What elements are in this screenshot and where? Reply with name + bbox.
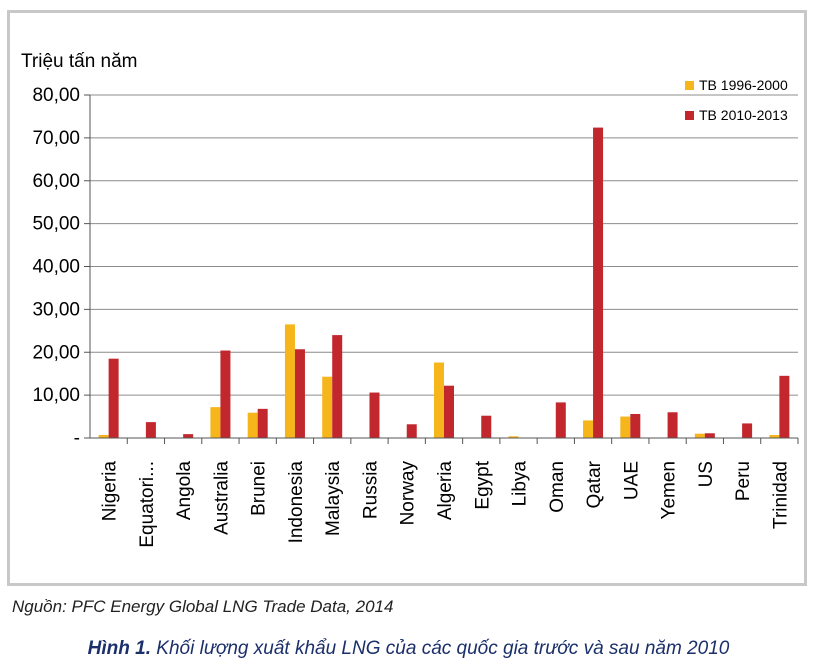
bar-tb-2010-2013 bbox=[406, 424, 417, 438]
bar-tb-1996-2000 bbox=[769, 434, 780, 438]
legend: TB 1996-2000 TB 2010-2013 bbox=[685, 77, 788, 123]
bar-tb-2010-2013 bbox=[220, 350, 231, 438]
bar-tb-1996-2000 bbox=[284, 324, 295, 438]
y-tick-label: 20,00 bbox=[32, 342, 80, 363]
bar-tb-2010-2013 bbox=[481, 415, 492, 438]
y-tick-label: 10,00 bbox=[32, 385, 80, 406]
bar-tb-2010-2013 bbox=[332, 335, 343, 438]
bar-tb-1996-2000 bbox=[98, 434, 109, 438]
figure-caption-text: Khối lượng xuất khẩu LNG của các quốc gi… bbox=[151, 638, 730, 659]
y-tick-label: 70,00 bbox=[32, 128, 80, 149]
figure-label: Hình 1. bbox=[87, 638, 152, 659]
bar-tb-1996-2000 bbox=[694, 433, 705, 438]
bar-tb-1996-2000 bbox=[583, 420, 594, 438]
x-tick-label: Peru bbox=[733, 461, 754, 501]
x-tick-label: Malaysia bbox=[323, 461, 344, 536]
bar-tb-2010-2013 bbox=[294, 349, 305, 438]
x-tick-label: Russia bbox=[360, 461, 381, 520]
bar-tb-1996-2000 bbox=[508, 436, 519, 438]
legend-swatch bbox=[685, 81, 694, 90]
bar-tb-2010-2013 bbox=[183, 434, 194, 438]
y-tick-label: 50,00 bbox=[32, 214, 80, 235]
legend-label: TB 1996-2000 bbox=[699, 77, 788, 93]
x-tick-label: Oman bbox=[547, 461, 568, 513]
x-tick-label: Equatori... bbox=[137, 461, 158, 548]
x-tick-label: Australia bbox=[211, 461, 232, 535]
y-tick-label: 60,00 bbox=[32, 171, 80, 192]
bar-tb-1996-2000 bbox=[322, 376, 333, 438]
bar-tb-2010-2013 bbox=[145, 422, 156, 438]
bar-tb-1996-2000 bbox=[434, 362, 444, 438]
x-tick-label: Qatar bbox=[584, 460, 605, 508]
x-tick-label: Indonesia bbox=[286, 461, 307, 544]
y-tick-label: 40,00 bbox=[32, 257, 80, 278]
bar-tb-2010-2013 bbox=[667, 412, 678, 438]
y-tick-label: 80,00 bbox=[32, 85, 80, 106]
x-tick-label: Angola bbox=[174, 461, 195, 521]
bar-chart: - 10,00 20,00 30,00 40,00 50,00 60,00 70,00 80,0… bbox=[21, 51, 799, 548]
y-tick-label: 30,00 bbox=[32, 299, 80, 320]
gridlines bbox=[90, 94, 798, 396]
bar-tb-2010-2013 bbox=[444, 385, 454, 438]
y-tick-label: - bbox=[74, 428, 80, 449]
x-tick-label: Trinidad bbox=[770, 461, 791, 529]
y-axis-label: Triệu tấn năm bbox=[21, 51, 138, 72]
source-note: Nguồn: PFC Energy Global LNG Trade Data,… bbox=[12, 597, 394, 616]
legend-label: TB 2010-2013 bbox=[699, 107, 788, 123]
bar-tb-2010-2013 bbox=[742, 423, 753, 438]
x-tick-label: Norway bbox=[398, 461, 419, 526]
x-tick-label: UAE bbox=[621, 461, 642, 500]
bar-tb-2010-2013 bbox=[555, 402, 566, 438]
bar-tb-2010-2013 bbox=[593, 127, 604, 439]
x-tick-label: Nigeria bbox=[100, 461, 121, 522]
bar-tb-1996-2000 bbox=[620, 416, 631, 438]
chart-frame: - 10,00 20,00 30,00 40,00 50,00 60,00 70,00 80,0… bbox=[7, 10, 807, 586]
x-tick-label: Yemen bbox=[659, 461, 680, 519]
x-tick-label: Egypt bbox=[472, 460, 493, 509]
bar-tb-2010-2013 bbox=[779, 375, 790, 438]
legend-swatch bbox=[685, 111, 694, 120]
x-tick-label: Libya bbox=[510, 461, 531, 507]
x-tick-label: Brunei bbox=[249, 461, 270, 516]
figure-caption: Hình 1. Khối lượng xuất khẩu LNG của các… bbox=[0, 638, 817, 660]
bars bbox=[98, 127, 790, 439]
x-tick-label: US bbox=[696, 461, 717, 487]
bar-tb-2010-2013 bbox=[257, 408, 268, 438]
bar-tb-2010-2013 bbox=[630, 413, 641, 438]
bar-tb-2010-2013 bbox=[369, 392, 380, 438]
bar-tb-2010-2013 bbox=[108, 358, 119, 438]
bar-tb-1996-2000 bbox=[247, 412, 258, 438]
x-tick-label: Algeria bbox=[435, 461, 456, 521]
bar-tb-1996-2000 bbox=[210, 407, 221, 438]
axes: - 10,00 20,00 30,00 40,00 50,00 60,00 70,00 80,0… bbox=[32, 85, 799, 548]
bar-tb-2010-2013 bbox=[704, 433, 715, 438]
